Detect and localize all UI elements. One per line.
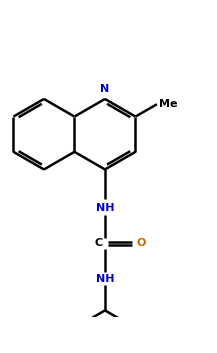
- Text: O: O: [137, 239, 146, 249]
- Text: C: C: [95, 239, 103, 249]
- Text: N: N: [100, 84, 110, 94]
- Text: Me: Me: [159, 99, 177, 109]
- Text: NH: NH: [96, 203, 114, 213]
- Text: NH: NH: [96, 274, 114, 284]
